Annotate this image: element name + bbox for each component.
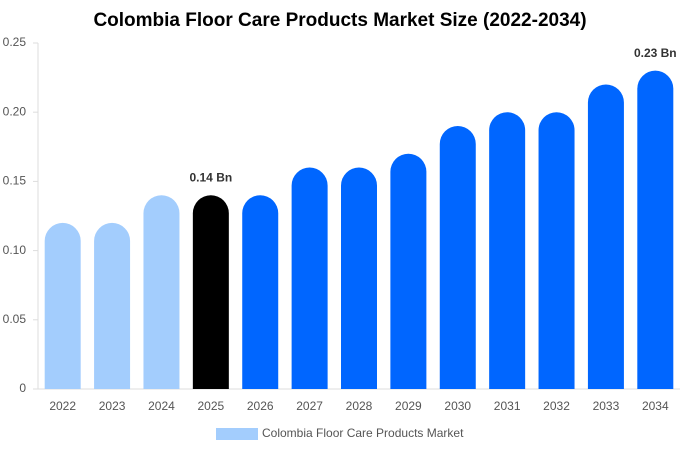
x-tick-label: 2029 [395, 399, 422, 413]
bar [637, 70, 674, 390]
value-label: 0.14 Bn [190, 170, 233, 184]
x-tick-label: 2032 [543, 399, 570, 413]
y-tick-label: 0.15 [3, 174, 27, 188]
bar [341, 167, 377, 389]
bar [489, 112, 526, 389]
y-tick-label: 0.20 [3, 104, 27, 118]
chart-title: Colombia Floor Care Products Market Size… [93, 10, 586, 31]
bar [587, 84, 624, 390]
y-tick-label: 0.10 [3, 243, 27, 257]
bar [192, 195, 229, 389]
bar [94, 222, 131, 389]
y-tick-label: 0 [19, 381, 26, 395]
x-tick-label: 2033 [593, 399, 620, 413]
x-tick-label: 2025 [197, 399, 224, 413]
x-tick-label: 2026 [247, 399, 274, 413]
x-tick-label: 2022 [49, 399, 76, 413]
x-tick-label: 2028 [346, 399, 373, 413]
bar [242, 195, 279, 389]
y-tick-label: 0.05 [3, 312, 27, 326]
bar [538, 112, 575, 389]
bar [291, 167, 328, 389]
x-tick-label: 2023 [99, 399, 126, 413]
bar [143, 195, 180, 389]
legend-swatch [216, 428, 258, 440]
x-tick-label: 2027 [296, 399, 323, 413]
legend-label: Colombia Floor Care Products Market [262, 426, 464, 440]
x-tick-label: 2024 [148, 399, 175, 413]
bar [439, 126, 476, 390]
value-label: 0.23 Bn [634, 46, 677, 60]
y-tick-label: 0.25 [3, 35, 27, 49]
bar [44, 222, 81, 389]
x-tick-label: 2034 [642, 399, 669, 413]
x-tick-label: 2031 [494, 399, 521, 413]
x-tick-label: 2030 [444, 399, 471, 413]
bar [390, 153, 427, 389]
